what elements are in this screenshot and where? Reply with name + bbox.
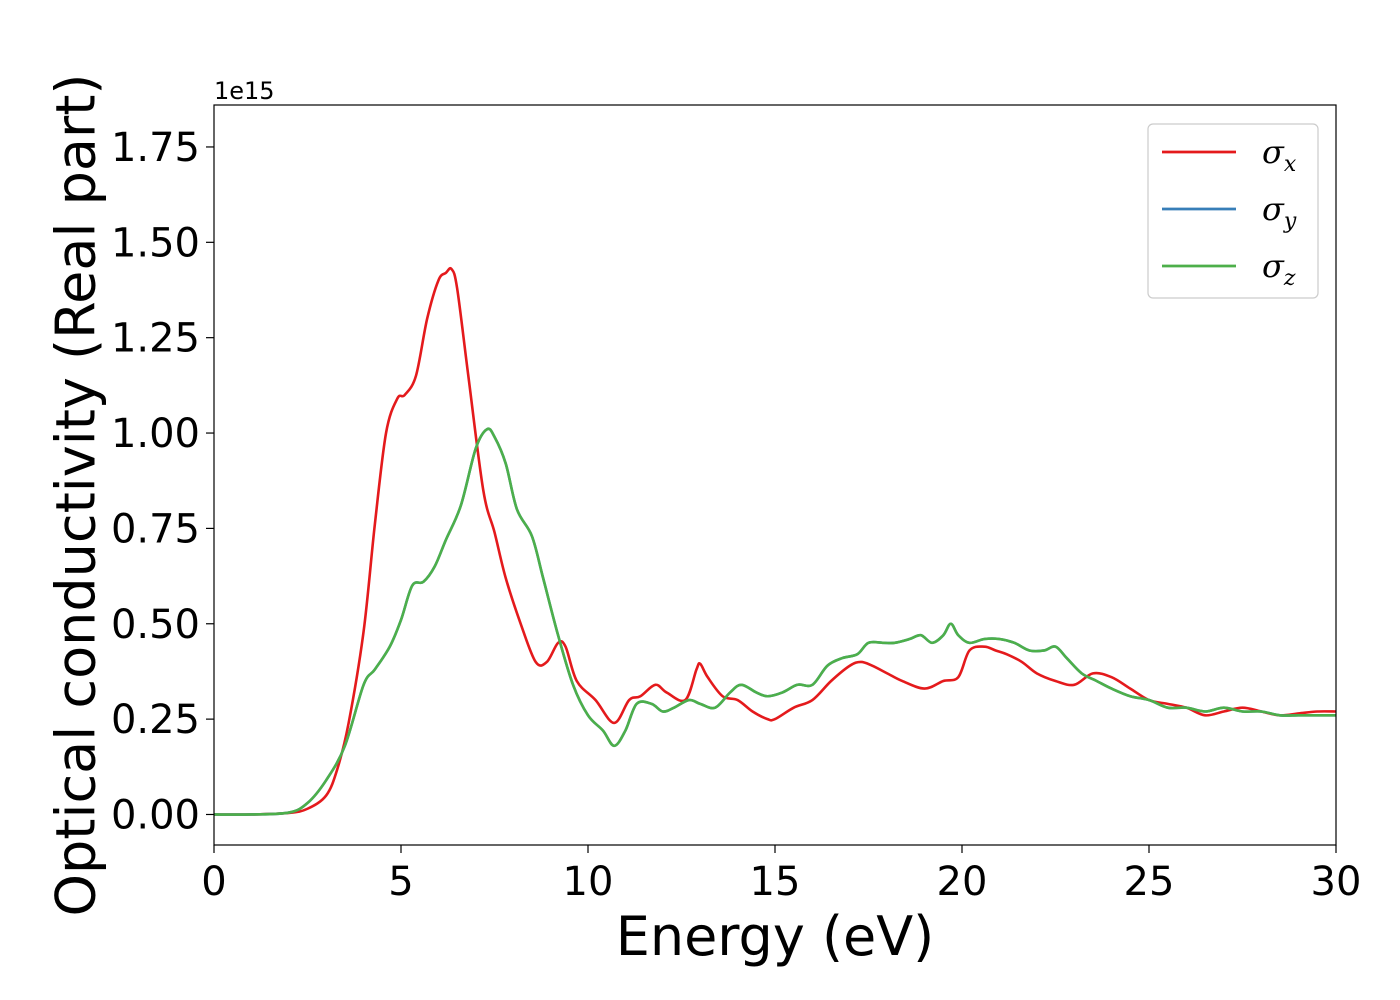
x-axis-title: Energy (eV): [616, 905, 935, 968]
legend-box: [1147, 123, 1319, 299]
series-line-x: [214, 266, 1336, 816]
y-tick-label: 1.00: [111, 411, 200, 457]
y-tick-label: 0.75: [111, 506, 200, 552]
series-line-z: [214, 427, 1336, 816]
y-offset-label: 1e15: [214, 77, 275, 105]
series-layer: [214, 266, 1336, 816]
x-axis: 0 5 10 15 20 25 30: [201, 845, 1361, 905]
x-tick-label: 30: [1311, 859, 1362, 905]
legend-label-y: σy: [1262, 190, 1297, 234]
y-tick-label: 1.50: [111, 220, 200, 266]
y-tick-label: 1.75: [111, 125, 200, 171]
legend-label-x: σx: [1262, 133, 1297, 177]
x-tick-label: 10: [563, 859, 614, 905]
y-tick-label: 1.25: [111, 316, 200, 362]
x-tick-label: 20: [937, 859, 988, 905]
legend: σx σy σz: [1147, 123, 1319, 299]
x-tick-label: 25: [1124, 859, 1175, 905]
legend-label-z: σz: [1262, 247, 1296, 291]
y-tick-label: 0.00: [111, 792, 200, 838]
y-axis-title: Optical conductivity (Real part): [45, 74, 108, 917]
y-tick-label: 0.50: [111, 602, 200, 648]
y-axis: 0.00 0.25 0.50 0.75 1.00 1.25 1.50 1.75: [111, 125, 214, 838]
y-tick-label: 0.25: [111, 697, 200, 743]
x-tick-label: 0: [201, 859, 226, 905]
x-tick-label: 5: [388, 859, 413, 905]
x-tick-label: 15: [750, 859, 801, 905]
